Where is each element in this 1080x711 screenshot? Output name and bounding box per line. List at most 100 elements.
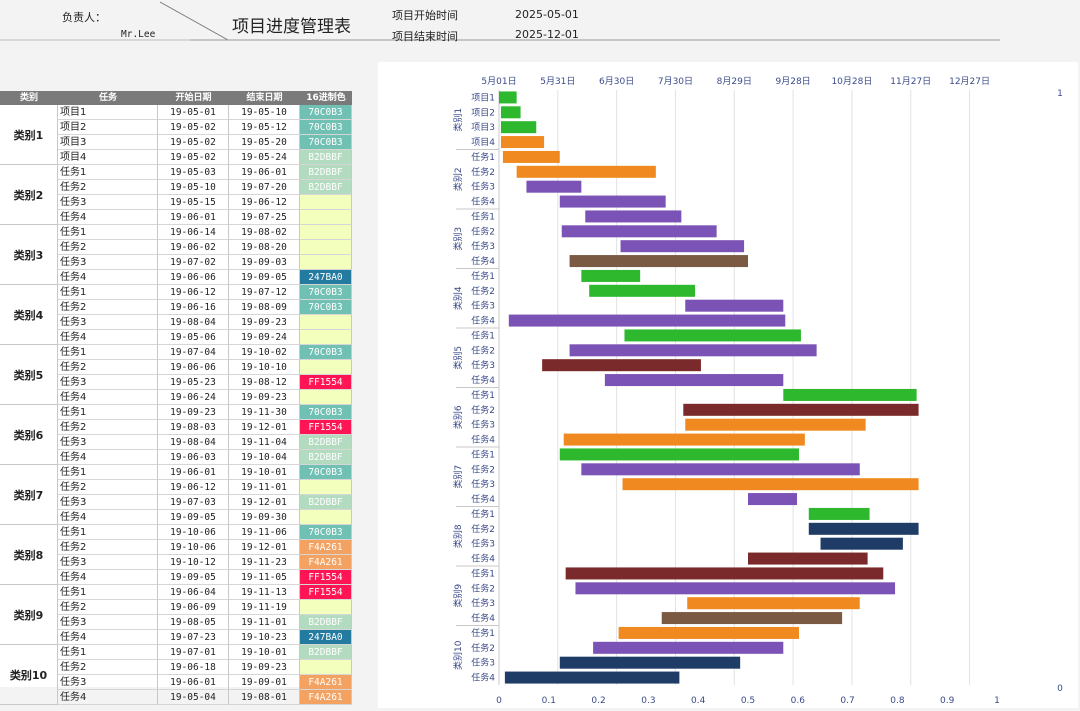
task-cell[interactable]: 任务1 <box>58 285 158 300</box>
start-date-cell[interactable]: 19-06-24 <box>158 390 229 405</box>
start-date-cell[interactable]: 19-09-23 <box>158 405 229 420</box>
hex-color-cell[interactable]: F3FFBD <box>300 660 352 675</box>
task-cell[interactable]: 项目3 <box>58 135 158 150</box>
task-cell[interactable]: 任务1 <box>58 165 158 180</box>
start-date-cell[interactable]: 19-05-01 <box>158 105 229 120</box>
end-date-cell[interactable]: 19-09-30 <box>229 510 300 525</box>
hex-color-cell[interactable]: 70C0B3 <box>300 285 352 300</box>
end-date-cell[interactable]: 19-11-06 <box>229 525 300 540</box>
task-cell[interactable]: 任务1 <box>58 465 158 480</box>
task-cell[interactable]: 任务3 <box>58 435 158 450</box>
task-cell[interactable]: 任务4 <box>58 330 158 345</box>
hex-color-cell[interactable]: 70C0B3 <box>300 405 352 420</box>
task-cell[interactable]: 任务2 <box>58 180 158 195</box>
end-date-cell[interactable]: 19-10-02 <box>229 345 300 360</box>
task-cell[interactable]: 任务1 <box>58 345 158 360</box>
start-date-cell[interactable]: 19-06-04 <box>158 585 229 600</box>
hex-color-cell[interactable]: 247BA0 <box>300 270 352 285</box>
task-cell[interactable]: 任务1 <box>58 645 158 660</box>
task-cell[interactable]: 任务4 <box>58 390 158 405</box>
start-date-cell[interactable]: 19-05-04 <box>158 690 229 705</box>
start-date-cell[interactable]: 19-09-05 <box>158 570 229 585</box>
end-date-cell[interactable]: 19-09-05 <box>229 270 300 285</box>
start-date-cell[interactable]: 19-05-03 <box>158 165 229 180</box>
start-date-cell[interactable]: 19-08-05 <box>158 615 229 630</box>
start-date-cell[interactable]: 19-07-01 <box>158 645 229 660</box>
hex-color-cell[interactable]: F3FFBD <box>300 600 352 615</box>
start-date-cell[interactable]: 19-06-06 <box>158 270 229 285</box>
start-date-cell[interactable]: 19-06-14 <box>158 225 229 240</box>
hex-color-cell[interactable]: 70C0B3 <box>300 465 352 480</box>
hex-color-cell[interactable]: F3FFBD <box>300 510 352 525</box>
end-date-cell[interactable]: 19-10-01 <box>229 645 300 660</box>
hex-color-cell[interactable]: F3FFBD <box>300 240 352 255</box>
start-date-cell[interactable]: 19-07-04 <box>158 345 229 360</box>
hex-color-cell[interactable]: F3FFBD <box>300 330 352 345</box>
hex-color-cell[interactable]: F3FFBD <box>300 225 352 240</box>
end-date-cell[interactable]: 19-06-12 <box>229 195 300 210</box>
start-date-cell[interactable]: 19-05-06 <box>158 330 229 345</box>
end-date-cell[interactable]: 19-11-05 <box>229 570 300 585</box>
task-cell[interactable]: 任务2 <box>58 540 158 555</box>
end-date-cell[interactable]: 19-05-20 <box>229 135 300 150</box>
start-date-cell[interactable]: 19-05-02 <box>158 135 229 150</box>
start-date-cell[interactable]: 19-06-03 <box>158 450 229 465</box>
task-cell[interactable]: 项目2 <box>58 120 158 135</box>
end-date-cell[interactable]: 19-05-24 <box>229 150 300 165</box>
task-cell[interactable]: 任务3 <box>58 675 158 690</box>
end-date-cell[interactable]: 19-09-03 <box>229 255 300 270</box>
task-cell[interactable]: 任务3 <box>58 495 158 510</box>
end-date-cell[interactable]: 19-11-01 <box>229 615 300 630</box>
task-cell[interactable]: 任务3 <box>58 255 158 270</box>
end-date-cell[interactable]: 19-05-10 <box>229 105 300 120</box>
end-date-cell[interactable]: 19-11-13 <box>229 585 300 600</box>
start-date-value[interactable]: 2025-05-01 <box>515 8 579 21</box>
hex-color-cell[interactable]: F3FFBD <box>300 195 352 210</box>
hex-color-cell[interactable]: B2DBBF <box>300 495 352 510</box>
start-date-cell[interactable]: 19-05-23 <box>158 375 229 390</box>
end-date-cell[interactable]: 19-07-12 <box>229 285 300 300</box>
start-date-cell[interactable]: 19-07-02 <box>158 255 229 270</box>
end-date-cell[interactable]: 19-10-23 <box>229 630 300 645</box>
end-date-cell[interactable]: 19-09-24 <box>229 330 300 345</box>
task-cell[interactable]: 任务2 <box>58 600 158 615</box>
start-date-cell[interactable]: 19-06-06 <box>158 360 229 375</box>
hex-color-cell[interactable]: F4A261 <box>300 540 352 555</box>
hex-color-cell[interactable]: B2DBBF <box>300 645 352 660</box>
hex-color-cell[interactable]: 70C0B3 <box>300 105 352 120</box>
task-cell[interactable]: 任务3 <box>58 375 158 390</box>
end-date-cell[interactable]: 19-12-01 <box>229 495 300 510</box>
task-cell[interactable]: 任务4 <box>58 630 158 645</box>
end-date-cell[interactable]: 19-12-01 <box>229 420 300 435</box>
hex-color-cell[interactable]: F4A261 <box>300 555 352 570</box>
hex-color-cell[interactable]: FF1554 <box>300 375 352 390</box>
hex-color-cell[interactable]: B2DBBF <box>300 180 352 195</box>
hex-color-cell[interactable]: F3FFBD <box>300 480 352 495</box>
task-cell[interactable]: 任务2 <box>58 240 158 255</box>
end-date-cell[interactable]: 19-07-25 <box>229 210 300 225</box>
end-date-cell[interactable]: 19-11-04 <box>229 435 300 450</box>
start-date-cell[interactable]: 19-08-04 <box>158 315 229 330</box>
start-date-cell[interactable]: 19-06-16 <box>158 300 229 315</box>
task-cell[interactable]: 任务2 <box>58 360 158 375</box>
start-date-cell[interactable]: 19-06-02 <box>158 240 229 255</box>
task-cell[interactable]: 任务2 <box>58 300 158 315</box>
hex-color-cell[interactable]: 70C0B3 <box>300 300 352 315</box>
task-cell[interactable]: 任务4 <box>58 570 158 585</box>
end-date-cell[interactable]: 19-08-01 <box>229 690 300 705</box>
hex-color-cell[interactable]: F3FFBD <box>300 360 352 375</box>
task-cell[interactable]: 任务4 <box>58 270 158 285</box>
end-date-cell[interactable]: 19-07-20 <box>229 180 300 195</box>
start-date-cell[interactable]: 19-06-01 <box>158 210 229 225</box>
task-cell[interactable]: 任务1 <box>58 585 158 600</box>
task-cell[interactable]: 任务4 <box>58 450 158 465</box>
task-cell[interactable]: 任务3 <box>58 555 158 570</box>
task-cell[interactable]: 任务4 <box>58 690 158 705</box>
end-date-cell[interactable]: 19-11-01 <box>229 480 300 495</box>
hex-color-cell[interactable]: B2DBBF <box>300 615 352 630</box>
end-date-cell[interactable]: 19-09-23 <box>229 660 300 675</box>
hex-color-cell[interactable]: 70C0B3 <box>300 525 352 540</box>
start-date-cell[interactable]: 19-05-15 <box>158 195 229 210</box>
hex-color-cell[interactable]: B2DBBF <box>300 435 352 450</box>
start-date-cell[interactable]: 19-06-01 <box>158 465 229 480</box>
